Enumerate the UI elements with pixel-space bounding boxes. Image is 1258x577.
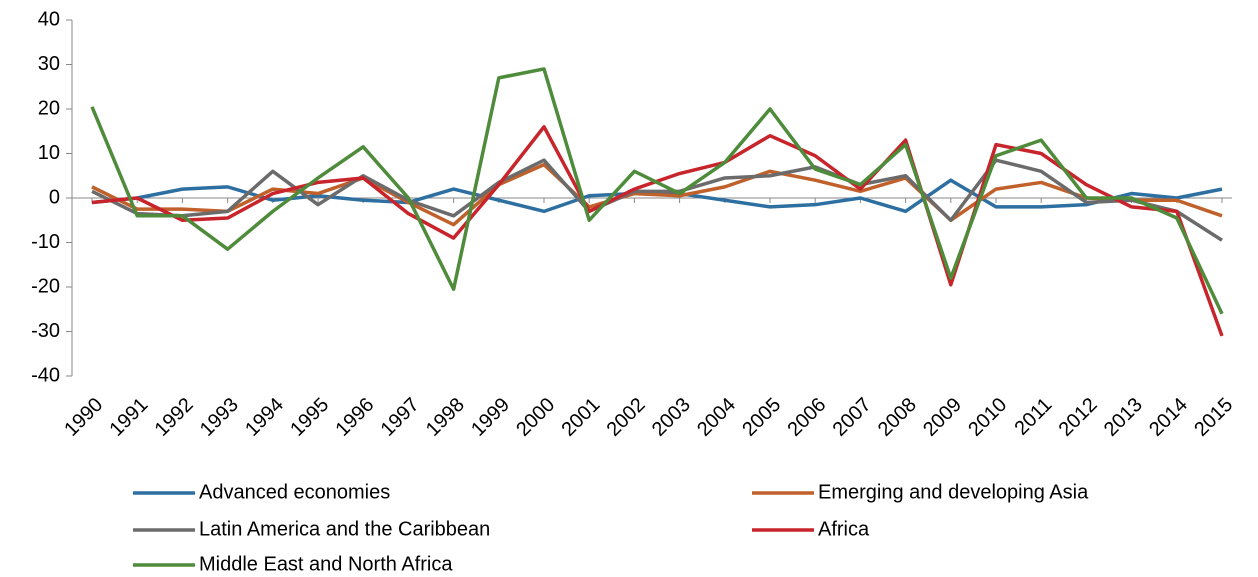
y-tick-label: 40 xyxy=(38,8,60,30)
x-tick-label: 1992 xyxy=(151,394,198,441)
x-tick-label: 2007 xyxy=(829,394,876,441)
y-tick-label: 10 xyxy=(38,142,60,164)
legend-label: Advanced economies xyxy=(199,481,390,503)
y-tick-label: 20 xyxy=(38,97,60,119)
series-line xyxy=(91,158,1223,242)
x-tick-label: 2006 xyxy=(783,394,830,441)
x-tick-label: 2003 xyxy=(648,394,695,441)
x-tick-label: 1999 xyxy=(467,394,514,441)
x-tick-label: 2011 xyxy=(1010,394,1056,440)
x-tick-label: 2010 xyxy=(964,394,1011,441)
series-line xyxy=(91,162,1223,227)
x-tick-label: 2005 xyxy=(738,394,785,441)
series-line xyxy=(90,67,1224,315)
x-tick-label: 2001 xyxy=(557,394,604,441)
x-tick-label: 1991 xyxy=(105,394,152,441)
x-tick-label: 2015 xyxy=(1190,394,1237,441)
y-tick-label: 30 xyxy=(38,53,60,75)
y-tick-label: -20 xyxy=(31,275,60,297)
x-tick-label: 1997 xyxy=(377,394,424,441)
x-tick-label: 2008 xyxy=(874,394,921,441)
x-tick-label: 1995 xyxy=(286,394,333,441)
x-tick-label: 1990 xyxy=(60,394,107,441)
y-tick-label: -40 xyxy=(31,364,60,386)
legend-label: Africa xyxy=(818,518,870,540)
x-tick-label: 1994 xyxy=(241,394,288,441)
y-tick-label: -30 xyxy=(31,320,60,342)
x-tick-label: 1996 xyxy=(331,394,378,441)
legend-label: Emerging and developing Asia xyxy=(818,481,1089,503)
x-tick-label: 1998 xyxy=(422,394,469,441)
x-tick-label: 2000 xyxy=(512,394,559,441)
x-tick-label: 2013 xyxy=(1100,394,1147,441)
x-tick-label: 2004 xyxy=(693,394,740,441)
x-tick-label: 1993 xyxy=(196,394,243,441)
x-tick-label: 2009 xyxy=(919,394,966,441)
x-tick-label: 2002 xyxy=(603,394,650,441)
legend-label: Middle East and North Africa xyxy=(199,553,453,575)
y-tick-label: 0 xyxy=(49,186,60,208)
x-tick-label: 2012 xyxy=(1055,394,1102,441)
x-tick-label: 2014 xyxy=(1145,394,1192,441)
legend-label: Latin America and the Caribbean xyxy=(199,518,490,540)
series-line xyxy=(91,125,1224,337)
y-tick-label: -10 xyxy=(31,231,60,253)
